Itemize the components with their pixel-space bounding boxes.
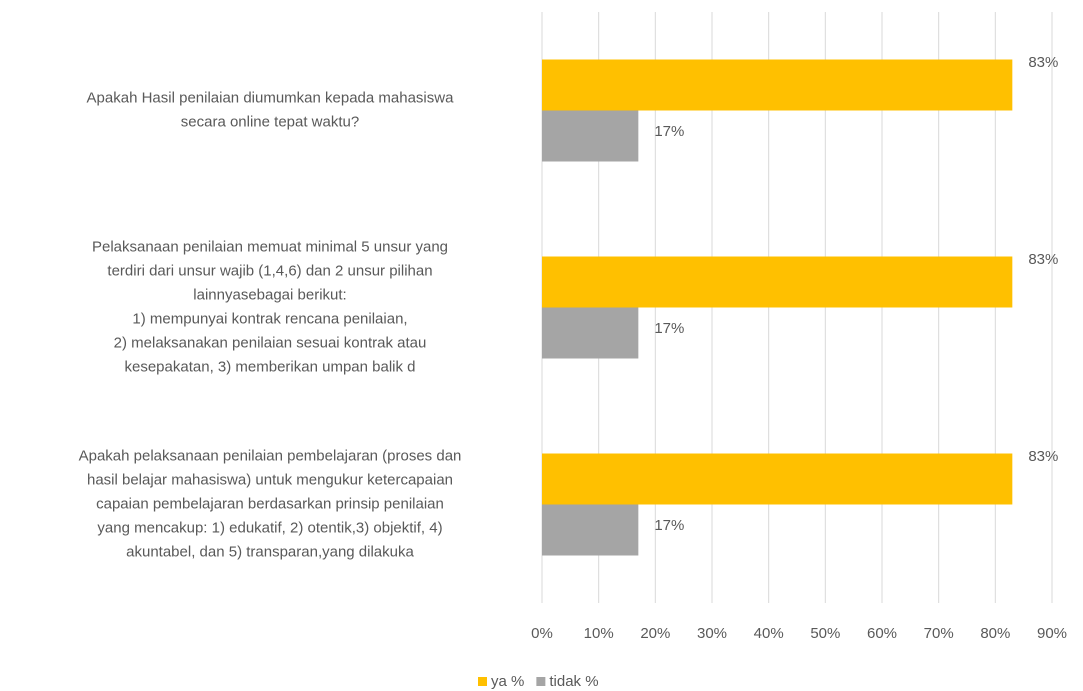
x-tick-label: 0%: [531, 625, 553, 642]
bar: [542, 307, 639, 359]
x-tick-label: 70%: [924, 625, 954, 642]
x-tick-label: 60%: [867, 625, 897, 642]
value-label: 83%: [1028, 251, 1058, 268]
value-label: 83%: [1028, 54, 1058, 71]
x-tick-label: 20%: [640, 625, 670, 642]
x-tick-label: 50%: [810, 625, 840, 642]
category-label: Apakah Hasil penilaian diumumkan kepada …: [87, 89, 455, 130]
x-tick-label: 80%: [980, 625, 1010, 642]
value-label: 83%: [1028, 448, 1058, 465]
value-label: 17%: [654, 123, 684, 140]
x-tick-label: 90%: [1037, 625, 1067, 642]
legend-swatch: [536, 677, 546, 686]
legend-label: tidak %: [549, 673, 598, 690]
legend-swatch: [478, 677, 487, 686]
x-tick-label: 40%: [754, 625, 784, 642]
bar: [542, 59, 1013, 111]
bar: [542, 110, 639, 162]
bar: [542, 453, 1013, 505]
value-label: 17%: [654, 320, 684, 337]
category-label: Apakah pelaksanaan penilaian pembelajara…: [79, 447, 462, 560]
bar: [542, 504, 639, 556]
bar: [542, 256, 1013, 308]
x-tick-label: 10%: [584, 625, 614, 642]
legend-label: ya %: [491, 673, 524, 690]
value-label: 17%: [654, 517, 684, 534]
x-tick-label: 30%: [697, 625, 727, 642]
category-label: Pelaksanaan penilaian memuat minimal 5 u…: [92, 238, 448, 375]
